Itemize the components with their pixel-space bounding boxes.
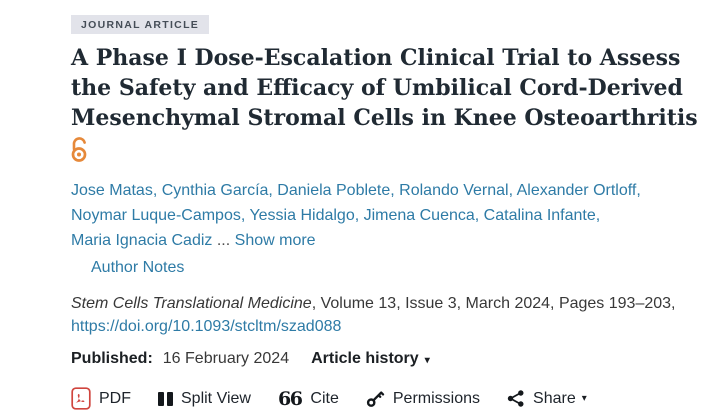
- chevron-down-icon: ▾: [581, 393, 587, 404]
- article-title-line-3: Mesenchymal Stromal Cells in Knee Osteoa…: [71, 105, 698, 131]
- quote-icon: 66: [277, 387, 303, 410]
- article-title-line-2: the Safety and Efficacy of Umbilical Cor…: [71, 75, 683, 101]
- published-label: Published:: [71, 350, 153, 367]
- open-access-icon: [69, 137, 707, 168]
- permissions-label: Permissions: [392, 389, 481, 407]
- author-list-line-1[interactable]: Jose Matas, Cynthia García, Daniela Pobl…: [71, 182, 641, 199]
- article-title-line-1: A Phase I Dose-Escalation Clinical Trial…: [71, 45, 681, 71]
- chevron-down-icon: ▾: [424, 355, 430, 366]
- split-view-button[interactable]: Split View: [158, 390, 251, 408]
- cite-button[interactable]: 66 Cite: [277, 387, 339, 410]
- article-title: A Phase I Dose-Escalation Clinical Trial…: [71, 43, 707, 133]
- journal-name: Stem Cells Translational Medicine: [71, 295, 312, 312]
- pdf-icon: [71, 387, 91, 410]
- published-row: Published: 16 February 2024 Article hist…: [71, 350, 707, 368]
- split-view-label: Split View: [181, 389, 251, 407]
- show-more-link[interactable]: Show more: [234, 232, 316, 249]
- citation-details: , Volume 13, Issue 3, March 2024, Pages …: [311, 295, 676, 312]
- published-date: 16 February 2024: [162, 350, 290, 367]
- share-icon: [507, 390, 525, 407]
- share-label: Share: [533, 389, 576, 407]
- article-toolbar: PDF Split View 66 Cite Permissions: [71, 387, 707, 410]
- article-history-dropdown[interactable]: Article history ▾: [311, 350, 430, 368]
- authors-ellipsis: ...: [212, 232, 235, 249]
- author-list-line-2[interactable]: Noymar Luque-Campos, Yessia Hidalgo, Jim…: [71, 207, 601, 224]
- author-notes-link[interactable]: Author Notes: [91, 259, 185, 276]
- journal-article-badge: JOURNAL ARTICLE: [71, 15, 210, 34]
- pdf-button[interactable]: PDF: [71, 387, 131, 410]
- key-icon: [366, 389, 385, 408]
- split-view-icon: [158, 391, 173, 406]
- permissions-button[interactable]: Permissions: [366, 389, 480, 408]
- author-list: Jose Matas, Cynthia García, Daniela Pobl…: [71, 178, 707, 253]
- doi-link[interactable]: https://doi.org/10.1093/stcltm/szad088: [71, 318, 342, 335]
- article-history-label: Article history: [311, 350, 419, 367]
- share-button[interactable]: Share ▾: [507, 390, 587, 408]
- pdf-label: PDF: [99, 389, 131, 407]
- citation-line: Stem Cells Translational Medicine, Volum…: [71, 293, 707, 315]
- author-link-last[interactable]: Maria Ignacia Cadiz: [71, 232, 213, 249]
- author-list-line-3: Maria Ignacia Cadiz ... Show more: [71, 228, 707, 253]
- cite-label: Cite: [310, 389, 339, 407]
